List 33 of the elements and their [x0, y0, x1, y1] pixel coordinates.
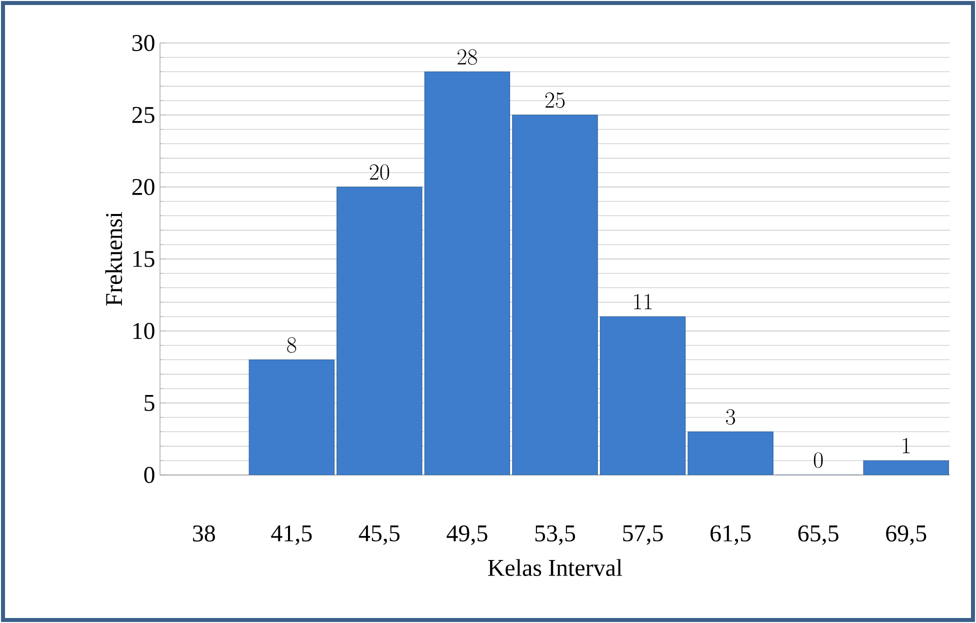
- bar: [688, 432, 774, 475]
- x-tick-label: 69,5: [886, 525, 926, 545]
- x-tick-label: 41,5: [271, 525, 312, 545]
- y-tick-label: 0: [144, 466, 154, 484]
- x-tick-label: 57,5: [623, 525, 663, 545]
- bar: [248, 360, 335, 475]
- bar: [863, 460, 949, 475]
- x-tick-label: 65,5: [798, 525, 838, 545]
- y-tick-label: 25: [132, 106, 154, 124]
- bar: [600, 316, 686, 475]
- data-label: 11: [634, 294, 652, 310]
- x-tick-label: 38: [193, 525, 215, 542]
- x-axis-title: Kelas Interval: [488, 559, 622, 576]
- y-tick-label: 20: [132, 178, 154, 196]
- bar: [336, 186, 422, 475]
- x-tick-label: 53,5: [535, 525, 576, 545]
- x-tick-label: 45,5: [358, 525, 400, 545]
- data-label: 25: [545, 92, 565, 108]
- data-label: 8: [287, 337, 296, 353]
- y-tick-label: 5: [144, 395, 154, 411]
- y-tick-label: 30: [132, 34, 154, 52]
- data-label: 1: [902, 438, 910, 454]
- bar: [512, 114, 598, 475]
- data-label: 20: [370, 164, 390, 180]
- y-tick-label: 15: [133, 250, 154, 268]
- x-tick-label: 49,5: [446, 525, 488, 545]
- data-label: 28: [458, 49, 477, 65]
- bar: [424, 72, 510, 475]
- data-label: 3: [726, 409, 736, 425]
- y-tick-label: 10: [133, 322, 154, 340]
- data-label: 0: [814, 452, 823, 468]
- y-axis-title: Frekuensi: [105, 212, 122, 306]
- x-tick-label: 61,5: [710, 525, 751, 545]
